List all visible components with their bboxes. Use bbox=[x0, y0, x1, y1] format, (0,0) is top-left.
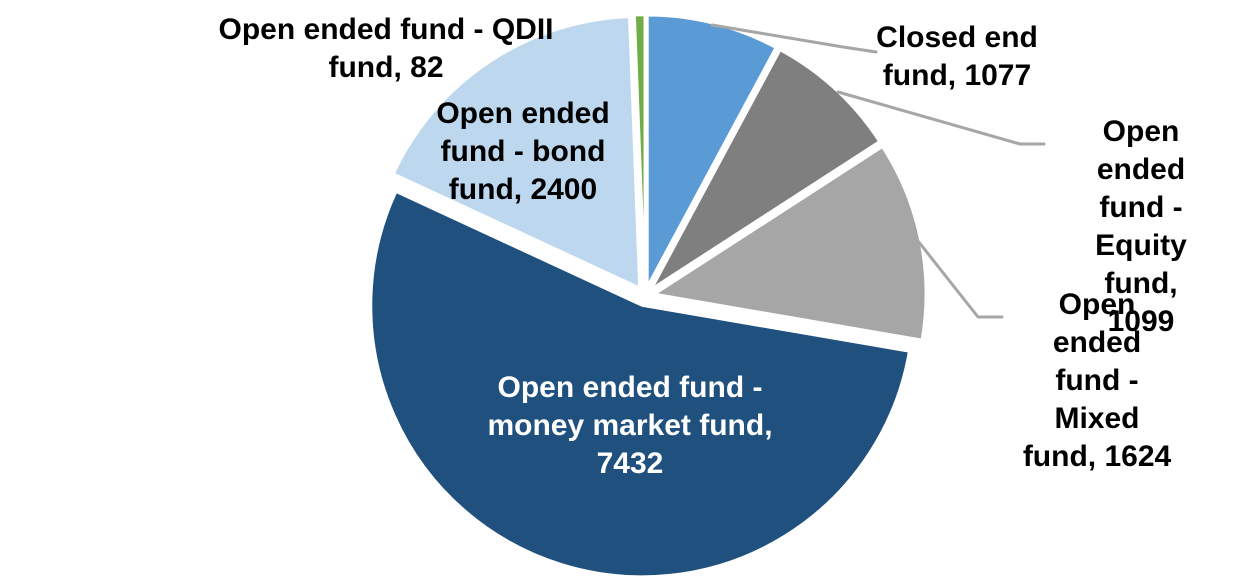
slice-label-open-ended-fund-bond-fund: Open ended fund - bond fund, 2400 bbox=[436, 97, 610, 206]
slice-label-open-ended-fund-qdii-fund: Open ended fund - QDII fund, 82 bbox=[218, 13, 554, 84]
pie-slice-closed-end-fund bbox=[646, 14, 778, 288]
slice-label-closed-end-fund: Closed end fund, 1077 bbox=[876, 21, 1038, 92]
leader-line-open-ended-fund-equity-fund bbox=[836, 90, 1046, 146]
pie-slice-open-ended-fund-bond-fund bbox=[392, 15, 641, 289]
leader-line-open-ended-fund-mixed-fund bbox=[916, 239, 1004, 319]
slice-label-open-ended-fund-mixed-fund: Open ended fund - Mixed fund, 1624 bbox=[1022, 288, 1172, 473]
pie-slice-open-ended-fund-money-market-fund bbox=[369, 190, 911, 578]
pie-slice-open-ended-fund-qdii-fund bbox=[633, 13, 647, 288]
pie-slice-open-ended-fund-mixed-fund bbox=[653, 145, 927, 342]
leader-line-closed-end-fund bbox=[710, 23, 878, 54]
slice-label-open-ended-fund-equity-fund: Open ended fund - Equity fund, 1099 bbox=[1095, 115, 1187, 338]
slice-label-open-ended-fund-money-market-fund: Open ended fund - money market fund, 743… bbox=[487, 371, 773, 480]
pie-slice-open-ended-fund-equity-fund bbox=[650, 48, 881, 290]
